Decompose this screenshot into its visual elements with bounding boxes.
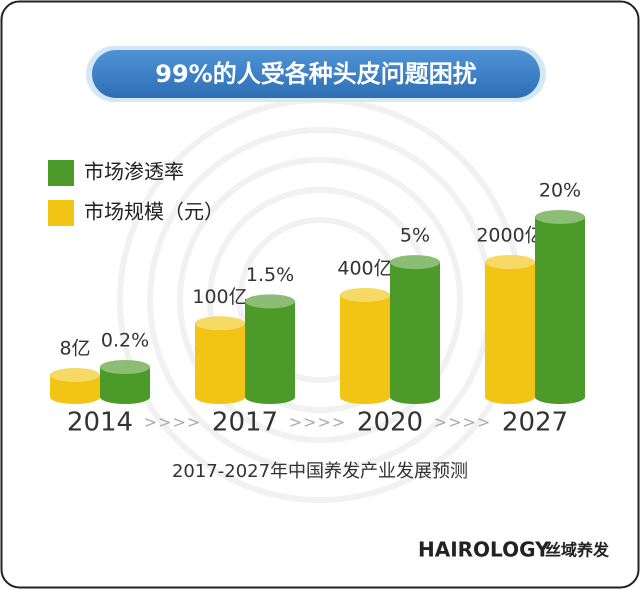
separator: >>>> xyxy=(289,413,347,432)
bar xyxy=(485,262,535,397)
value-label: 20% xyxy=(539,180,581,202)
value-label: 1.5% xyxy=(246,264,294,286)
x-tick-label: 2014 xyxy=(67,408,133,438)
brand-cn: 丝域养发 xyxy=(545,541,610,560)
bar xyxy=(245,301,295,397)
bar-base xyxy=(195,390,245,404)
legend-label: 市场渗透率 xyxy=(84,160,184,184)
bar-top xyxy=(485,255,535,269)
legend-swatch xyxy=(48,160,74,186)
bar-base xyxy=(485,390,535,404)
chart-subtitle: 2017-2027年中国养发产业发展预测 xyxy=(172,461,468,482)
bar-top xyxy=(100,360,150,374)
bar-base xyxy=(535,390,585,404)
bar-base xyxy=(390,390,440,404)
x-tick-label: 2020 xyxy=(357,408,423,438)
bar xyxy=(535,217,585,397)
legend-label: 市场规模（元） xyxy=(84,200,224,224)
separator: >>>> xyxy=(434,413,492,432)
brand: HAIROLOGY xyxy=(418,538,550,562)
bar-top xyxy=(195,316,245,331)
bar-top xyxy=(50,368,100,382)
value-label: 400亿 xyxy=(337,257,392,279)
bar-base xyxy=(245,390,295,404)
bar xyxy=(195,323,245,397)
value-label: 8亿 xyxy=(59,338,90,360)
bar xyxy=(390,262,440,397)
bar-top xyxy=(245,294,295,309)
bar xyxy=(340,294,390,397)
title-pill xyxy=(92,50,540,98)
bar-base xyxy=(340,390,390,404)
bar-base xyxy=(50,390,100,404)
bar-top xyxy=(390,255,440,270)
value-label: 0.2% xyxy=(101,330,149,352)
value-label: 2000亿 xyxy=(476,225,543,247)
value-label: 100亿 xyxy=(192,286,247,308)
x-tick-label: 2027 xyxy=(502,408,568,438)
bar-top xyxy=(340,287,390,302)
value-label: 5% xyxy=(400,225,430,247)
bar-base xyxy=(100,390,150,404)
x-tick-label: 2017 xyxy=(212,408,278,438)
separator: >>>> xyxy=(144,413,202,432)
legend-swatch xyxy=(48,200,74,226)
chart-title: 99%的人受各种头皮问题困扰 xyxy=(155,60,476,88)
bar-top xyxy=(535,210,585,224)
